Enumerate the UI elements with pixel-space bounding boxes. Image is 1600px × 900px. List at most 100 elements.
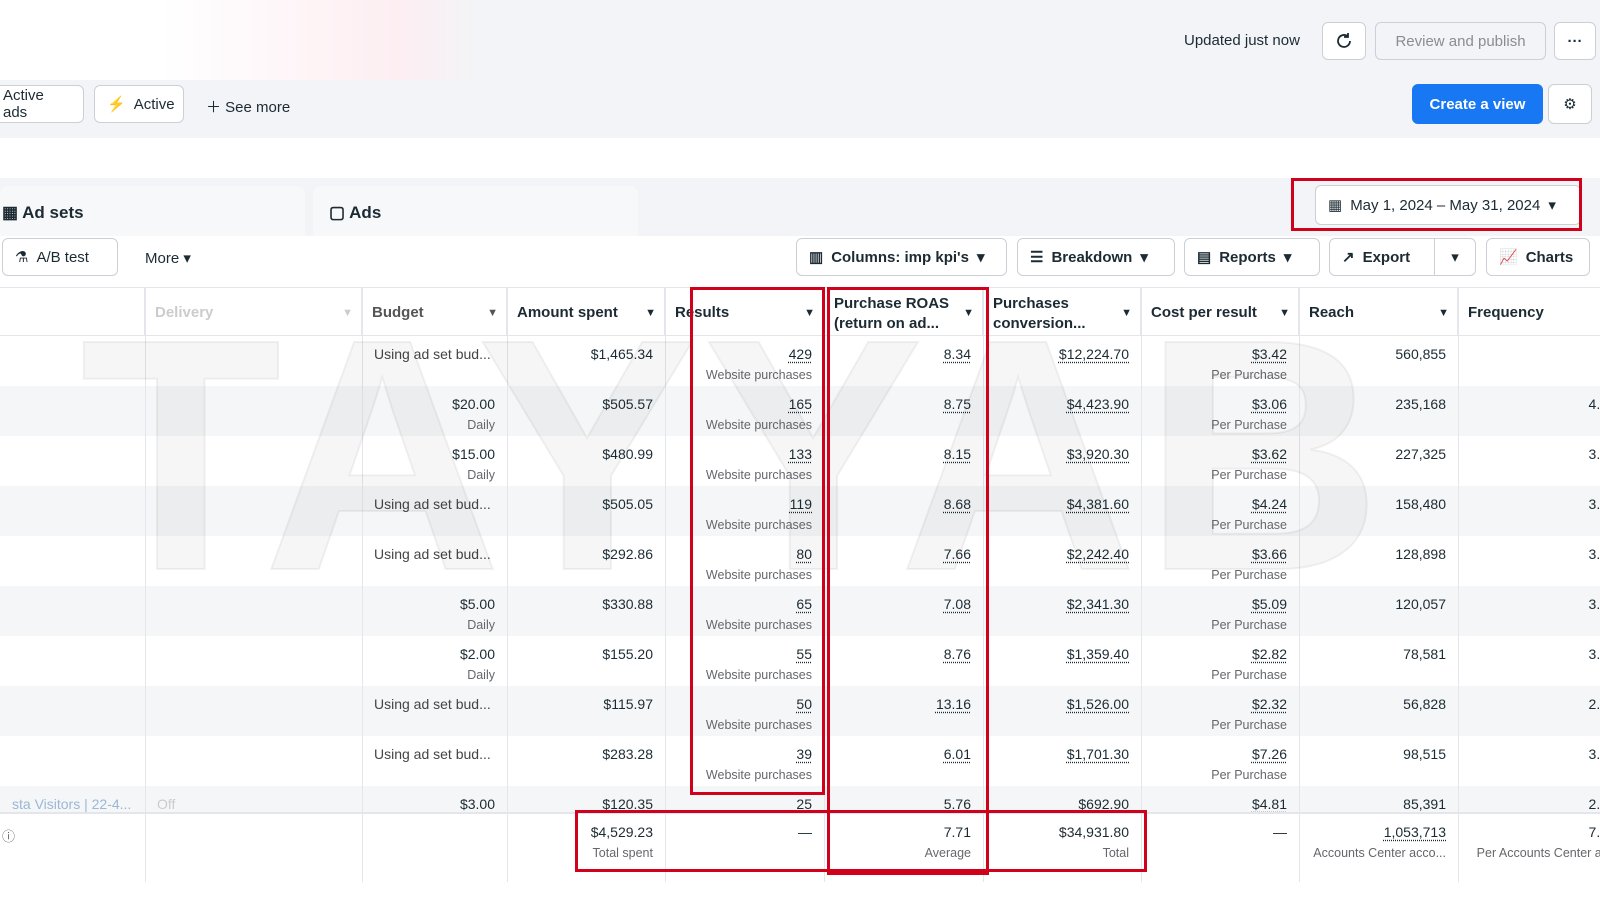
filter-chip[interactable]: ⚡ Active	[94, 85, 184, 123]
cell-value: 2.8	[1588, 796, 1600, 812]
breakdown-label: Breakdown	[1051, 248, 1133, 266]
export-label: Export	[1362, 248, 1411, 266]
column-header[interactable]: Frequency▼	[1458, 288, 1600, 336]
table-cell: 98,515	[1299, 736, 1458, 786]
table-cell: 4.1	[1458, 386, 1600, 436]
cell-value: 8.76	[943, 646, 971, 662]
create-view-button[interactable]: Create a view	[1412, 84, 1543, 124]
total-note: Total	[1102, 846, 1129, 860]
column-title: Purchase ROAS (return on ad...	[834, 295, 950, 332]
cell-value: 120,057	[1395, 596, 1446, 612]
column-header[interactable]: Purchases conversion... ▼	[983, 288, 1141, 336]
cell-value: $480.99	[602, 446, 653, 462]
refresh-icon	[1337, 33, 1351, 48]
cell-value: 4.1	[1588, 396, 1600, 412]
cell-value: $2,242.40	[1066, 546, 1129, 562]
table-row: $15.00 Daily $480.99 133 Website purchases 8.…	[0, 436, 1600, 486]
table-cell: 13.16	[824, 686, 983, 736]
cell-value: $4.24	[1251, 496, 1287, 512]
table-cell: $505.05	[507, 486, 665, 536]
sort-caret: ▼	[645, 307, 656, 319]
cell-value: $3.66	[1251, 546, 1287, 562]
more-menu[interactable]: More ▾	[145, 250, 191, 267]
column-header[interactable]: Amount spent ▼	[507, 288, 665, 336]
cell-value: $20.00	[452, 396, 495, 412]
filter-label: Active ads	[3, 87, 44, 121]
cell-value: 3.2	[1588, 546, 1600, 562]
refresh-button[interactable]	[1322, 22, 1366, 60]
toolbar: ⚗ A/B test More ▾ ▥ Columns: imp kpi's ▾…	[0, 236, 1600, 288]
cell-value: 3.1	[1588, 446, 1600, 462]
tab-ad-sets[interactable]: ▦ Ad sets	[0, 186, 305, 240]
column-header[interactable]: Budget ▼	[362, 288, 507, 336]
table-cell: $2.00 Daily	[362, 636, 507, 686]
column-divider	[145, 288, 146, 882]
cell-value: $1,465.34	[590, 346, 653, 362]
more-options-button[interactable]: ···	[1554, 22, 1596, 60]
table-cell: 65 Website purchases	[665, 586, 824, 636]
column-divider	[362, 288, 363, 882]
review-label: Review and publish	[1395, 32, 1526, 50]
review-publish-button[interactable]: Review and publish	[1375, 22, 1546, 60]
table-cell: $1,465.34	[507, 336, 665, 386]
cell-note: Website purchases	[705, 768, 812, 782]
settings-button[interactable]: ⚙	[1548, 84, 1592, 124]
table-cell: $692.90	[983, 786, 1141, 812]
cell-value: 5.76	[943, 796, 971, 812]
column-title: Reach	[1309, 304, 1355, 321]
date-range: May 1, 2024 – May 31, 2024	[1350, 196, 1541, 214]
cell-note: Daily	[467, 418, 495, 432]
columns-button[interactable]: ▥ Columns: imp kpi's ▾	[796, 238, 1007, 276]
cell-note: Website purchases	[705, 418, 812, 432]
see-more[interactable]: ＋ See more	[206, 99, 291, 116]
table-cell: $3.62 Per Purchase	[1141, 436, 1299, 486]
cell-value: $3.42	[1251, 346, 1287, 362]
column-header[interactable]: Reach ▼	[1299, 288, 1458, 336]
table-cell: $5.00 Daily	[362, 586, 507, 636]
cell-value: $4.81	[1251, 796, 1287, 812]
table-cell: $480.99	[507, 436, 665, 486]
ab-test-button[interactable]: ⚗ A/B test	[2, 238, 118, 276]
column-divider	[983, 288, 984, 882]
table-cell: $330.88	[507, 586, 665, 636]
cell-value: $3.00	[459, 796, 495, 812]
table-cell: 39 Website purchases	[665, 736, 824, 786]
column-header[interactable]: Results ▼	[665, 288, 824, 336]
cell-note: Daily	[467, 618, 495, 632]
column-header[interactable]: Purchase ROAS (return on ad... ▼	[824, 288, 983, 336]
tab-ads[interactable]: ▢ Ads	[313, 186, 638, 240]
total-note: Average	[924, 846, 971, 860]
column-header[interactable]	[0, 288, 145, 336]
cell-value: $505.57	[602, 396, 653, 412]
column-title: Amount spent	[517, 304, 618, 321]
column-header[interactable]: Cost per result ▼	[1141, 288, 1299, 336]
table-cell: 560,855	[1299, 336, 1458, 386]
charts-button[interactable]: 📈 Charts	[1486, 238, 1590, 276]
export-menu[interactable]: ▾	[1434, 238, 1476, 276]
filter-chip[interactable]: Active ads	[0, 85, 84, 123]
column-title: Results	[675, 304, 730, 321]
export-button[interactable]: ↗ Export	[1329, 238, 1435, 276]
table-cell: $3.42 Per Purchase	[1141, 336, 1299, 386]
cell-value: 55	[796, 646, 812, 662]
total-value: —	[1273, 824, 1287, 840]
search-strip	[0, 138, 1600, 178]
table-cell: $1,701.30	[983, 736, 1141, 786]
cell-note: Per Purchase	[1211, 418, 1287, 432]
table-cell: Using ad set bud...	[362, 736, 507, 786]
cell-value: $1,701.30	[1066, 746, 1129, 762]
table-cell: sta Visitors | 22-4...	[0, 786, 145, 812]
table-cell: Using ad set bud...	[362, 686, 507, 736]
more-label: More	[145, 250, 180, 267]
cell-value: 235,168	[1395, 396, 1446, 412]
reports-button[interactable]: ▤ Reports ▾	[1184, 238, 1320, 276]
column-header[interactable]: Delivery ▼	[145, 288, 362, 336]
cell-value: $2.32	[1251, 696, 1287, 712]
cell-note: Website purchases	[705, 368, 812, 382]
sort-caret: ▼	[1121, 307, 1132, 319]
breakdown-button[interactable]: ☰ Breakdown ▾	[1017, 238, 1175, 276]
table-cell: 8.34	[824, 336, 983, 386]
cell-value: $292.86	[602, 546, 653, 562]
table-cell: 8.75	[824, 386, 983, 436]
date-picker[interactable]: ▦ May 1, 2024 – May 31, 2024 ▾	[1315, 185, 1581, 225]
